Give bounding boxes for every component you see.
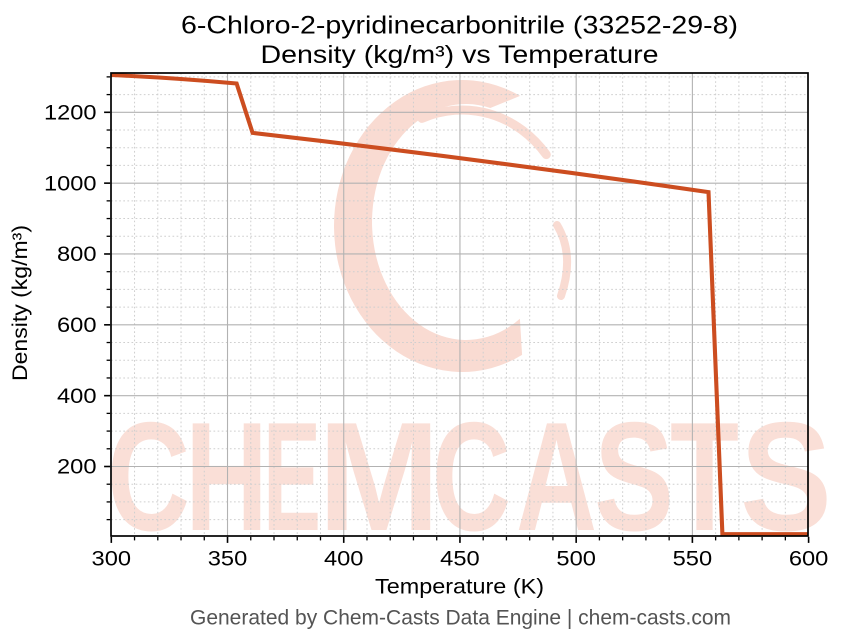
svg-text:300: 300 <box>92 546 132 570</box>
svg-text:450: 450 <box>440 546 480 570</box>
svg-text:600: 600 <box>57 313 97 337</box>
svg-text:350: 350 <box>208 546 248 570</box>
svg-text:400: 400 <box>324 546 364 570</box>
svg-text:Generated by Chem-Casts Data E: Generated by Chem-Casts Data Engine | ch… <box>190 606 731 629</box>
svg-text:1200: 1200 <box>44 101 97 125</box>
svg-text:E: E <box>263 390 321 563</box>
svg-text:S: S <box>594 390 674 563</box>
svg-text:Density (kg/m³) vs Temperature: Density (kg/m³) vs Temperature <box>261 42 659 69</box>
svg-text:6-Chloro-2-pyridinecarbonitril: 6-Chloro-2-pyridinecarbonitrile (33252-2… <box>181 12 738 39</box>
svg-text:550: 550 <box>673 546 713 570</box>
svg-text:800: 800 <box>57 242 97 266</box>
svg-text:1000: 1000 <box>44 171 97 195</box>
svg-text:A: A <box>516 390 597 563</box>
svg-text:Density (kg/m³): Density (kg/m³) <box>9 225 32 381</box>
svg-text:M: M <box>318 390 440 563</box>
svg-text:H: H <box>185 390 268 563</box>
svg-text:C: C <box>432 390 511 563</box>
svg-text:C: C <box>107 390 190 563</box>
svg-text:Temperature (K): Temperature (K) <box>375 576 544 599</box>
svg-text:600: 600 <box>789 546 829 570</box>
svg-text:400: 400 <box>57 384 97 408</box>
svg-text:200: 200 <box>57 455 97 479</box>
svg-text:T: T <box>670 390 739 563</box>
svg-text:500: 500 <box>556 546 596 570</box>
